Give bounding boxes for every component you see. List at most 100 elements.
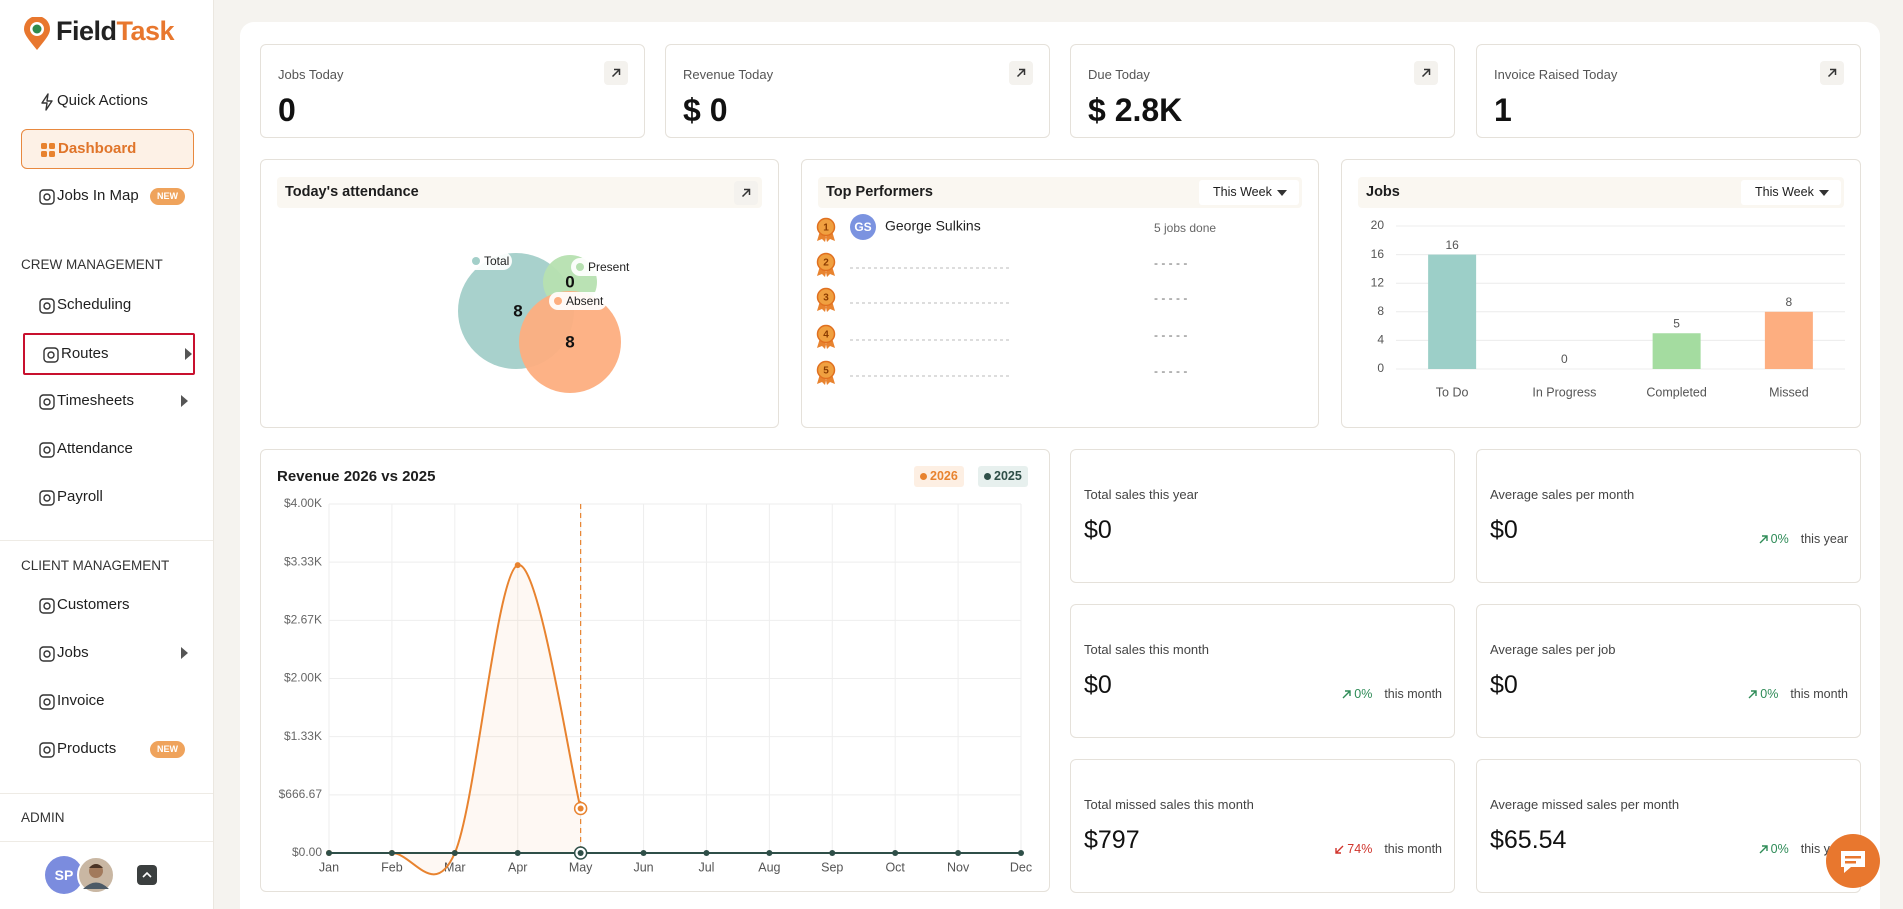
icon-shape: [43, 398, 51, 406]
trend-icon: [1334, 844, 1345, 855]
icon-shape: [39, 490, 55, 506]
legend-label: 2025: [994, 469, 1022, 483]
icon-shape: [41, 93, 53, 111]
icon-shape: [41, 143, 55, 157]
change-value: 0%: [1354, 687, 1373, 701]
chat-button[interactable]: [1826, 834, 1880, 888]
user-photo: [77, 856, 115, 894]
icon-shape: [39, 742, 55, 758]
nav-label: Routes: [61, 345, 109, 362]
icon-shape: [43, 494, 51, 502]
icon-shape: [1421, 68, 1431, 78]
sales-card: Average missed sales per month $65.54 0% th…: [1476, 759, 1861, 893]
nav-item[interactable]: Quick Actions: [21, 82, 194, 122]
nav-label: Customers: [57, 596, 130, 613]
icon-shape: [49, 143, 55, 149]
icon-shape: [43, 650, 51, 658]
open-button[interactable]: [604, 61, 628, 85]
sales-change: 0% this month: [1341, 687, 1442, 701]
icon-shape: [1845, 861, 1856, 864]
icon-shape: [39, 490, 55, 506]
sales-label: Average missed sales per month: [1490, 797, 1680, 812]
legend-item: 2026: [914, 466, 964, 487]
icon-shape: [39, 298, 55, 314]
submenu-arrow[interactable]: [185, 348, 192, 360]
filter-dropdown[interactable]: This Week: [1741, 180, 1841, 205]
change-value: 0%: [1770, 532, 1789, 546]
nav-item[interactable]: Jobs In Map NEW: [21, 177, 194, 217]
card-title: Today's attendance: [285, 184, 419, 200]
nav-icon: [38, 188, 56, 206]
icon-shape: [1009, 61, 1033, 85]
card-title: Top Performers: [826, 184, 933, 200]
legend-dot: [920, 473, 927, 480]
legend-dot: [984, 473, 991, 480]
nav-item[interactable]: Routes: [23, 333, 195, 375]
nav-label: Scheduling: [57, 296, 132, 313]
nav-item[interactable]: Attendance: [21, 430, 194, 470]
icon-shape: [39, 598, 55, 614]
change-value: 74%: [1347, 842, 1373, 856]
nav-item[interactable]: Scheduling: [21, 286, 194, 326]
sales-value: $0: [1490, 671, 1518, 699]
icon-shape: [32, 24, 42, 34]
stat-value: 0: [278, 92, 296, 128]
legend-item: 2025: [978, 466, 1028, 487]
nav-item[interactable]: Dashboard: [21, 129, 194, 169]
filter-label: This Week: [1213, 185, 1272, 199]
open-button[interactable]: [1414, 61, 1438, 85]
nav-badge: NEW: [150, 188, 185, 205]
collapse-button: [137, 865, 157, 885]
sales-change: 0% this year: [1758, 532, 1848, 546]
icon-shape: [41, 143, 47, 149]
nav-icon: [38, 645, 56, 663]
nav-label: Invoice: [57, 692, 105, 709]
nav-item[interactable]: Invoice: [21, 682, 194, 722]
icon-shape: [47, 351, 55, 359]
icon-shape: [1845, 856, 1861, 859]
nav-item[interactable]: Timesheets: [21, 382, 194, 422]
nav-icon: [38, 93, 56, 111]
brand-second: Task: [116, 16, 175, 46]
nav-section-title: ADMIN: [21, 810, 65, 825]
icon-shape: [142, 871, 152, 878]
submenu-arrow[interactable]: [181, 647, 188, 659]
nav-item[interactable]: Customers: [21, 586, 194, 626]
icon-shape: [137, 865, 157, 885]
nav-icon: [38, 489, 56, 507]
icon-shape: [39, 646, 55, 662]
icon-shape: [611, 68, 621, 78]
nav-item[interactable]: Jobs: [21, 634, 194, 674]
user-initials[interactable]: SP: [45, 856, 83, 894]
nav-icon: [38, 393, 56, 411]
sales-value: $0: [1084, 671, 1112, 699]
nav-item[interactable]: Products NEW: [21, 730, 194, 770]
icon-shape: [1335, 845, 1344, 854]
nav-icon: [42, 346, 60, 364]
icon-shape: [39, 442, 55, 458]
icon-shape: [39, 694, 55, 710]
sales-label: Total sales this year: [1084, 487, 1199, 502]
stat-value: 1: [1494, 92, 1512, 128]
filter-dropdown[interactable]: This Week: [1199, 180, 1299, 205]
open-button[interactable]: [734, 181, 758, 205]
stat-card: Revenue Today $ 0: [665, 44, 1050, 138]
nav-label: Payroll: [57, 488, 103, 505]
sales-change: 74% this month: [1334, 842, 1442, 856]
icon-shape: [1342, 689, 1351, 698]
logo-icon: [22, 16, 52, 51]
icon-shape: [39, 598, 55, 614]
sales-label: Average sales per job: [1490, 642, 1616, 657]
sales-card: Average sales per month $0 0% this year: [1476, 449, 1861, 583]
icon-shape: [43, 347, 59, 363]
nav-item[interactable]: Payroll: [21, 478, 194, 518]
open-button[interactable]: [1009, 61, 1033, 85]
submenu-arrow[interactable]: [181, 395, 188, 407]
stat-value: $ 2.8K: [1088, 92, 1183, 128]
open-button[interactable]: [1820, 61, 1844, 85]
change-period: this month: [1790, 687, 1848, 701]
nav-icon: [38, 741, 56, 759]
trend-icon: [1758, 534, 1769, 545]
dropdown-caret: [1277, 190, 1287, 196]
brand-first: Field: [56, 16, 117, 46]
